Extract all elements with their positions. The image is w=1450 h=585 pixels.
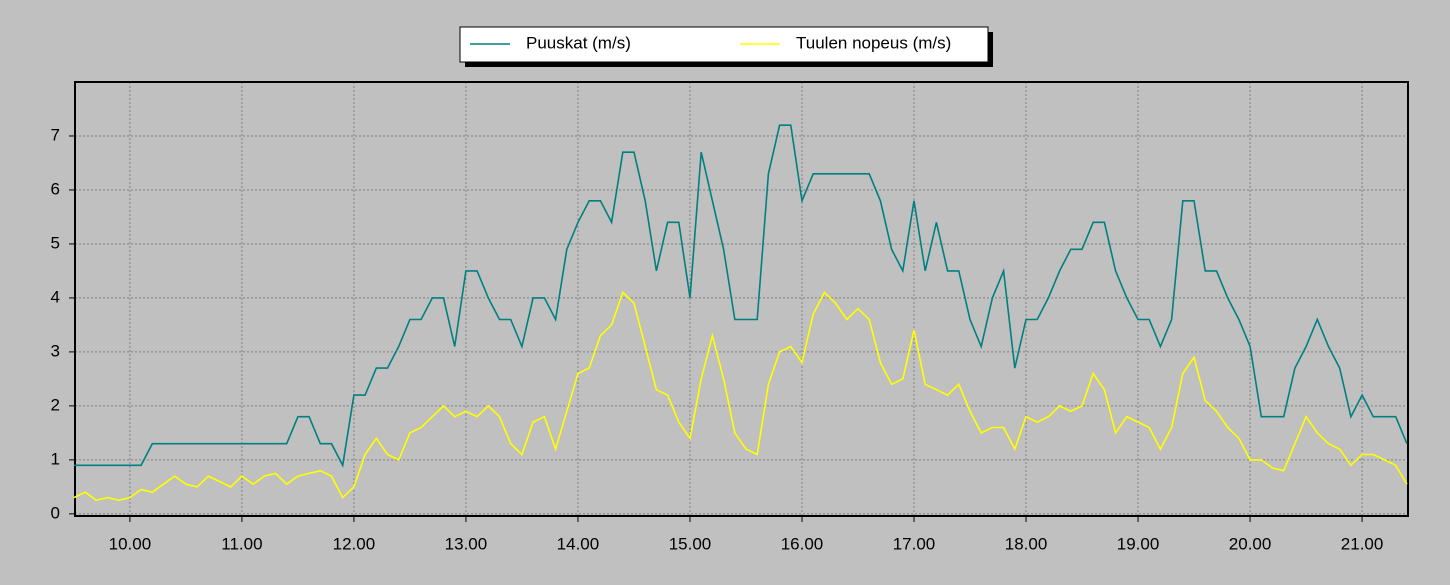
series-line (73, 124, 1408, 468)
x-tick-label: 17.00 (893, 534, 936, 553)
y-tick-label: 7 (51, 125, 60, 144)
x-tick-label: 21.00 (1341, 534, 1384, 553)
y-tick-label: 1 (51, 449, 60, 468)
y-tick-label: 3 (51, 341, 60, 360)
x-tick-label: 12.00 (333, 534, 376, 553)
x-tick-label: 19.00 (1117, 534, 1160, 553)
legend (459, 26, 989, 63)
y-tick-label: 5 (51, 233, 60, 252)
plot-border (74, 81, 1409, 517)
x-tick-label: 20.00 (1229, 534, 1272, 553)
y-tick-label: 2 (51, 395, 60, 414)
x-tick-label: 15.00 (669, 534, 712, 553)
x-tick-label: 13.00 (445, 534, 488, 553)
y-tick-label: 6 (51, 179, 60, 198)
x-tick-label: 10.00 (109, 534, 152, 553)
x-tick-label: 11.00 (221, 534, 262, 553)
x-tick-label: 18.00 (1005, 534, 1048, 553)
x-tick-label: 16.00 (781, 534, 824, 553)
y-tick-label: 4 (51, 287, 60, 306)
legend-label: Tuulen nopeus (m/s) (796, 33, 951, 52)
legend-label: Puuskat (m/s) (526, 33, 631, 52)
plot-area (75, 82, 1408, 516)
x-tick-label: 14.00 (557, 534, 600, 553)
series-line (73, 291, 1408, 502)
y-tick-label: 0 (51, 503, 60, 522)
